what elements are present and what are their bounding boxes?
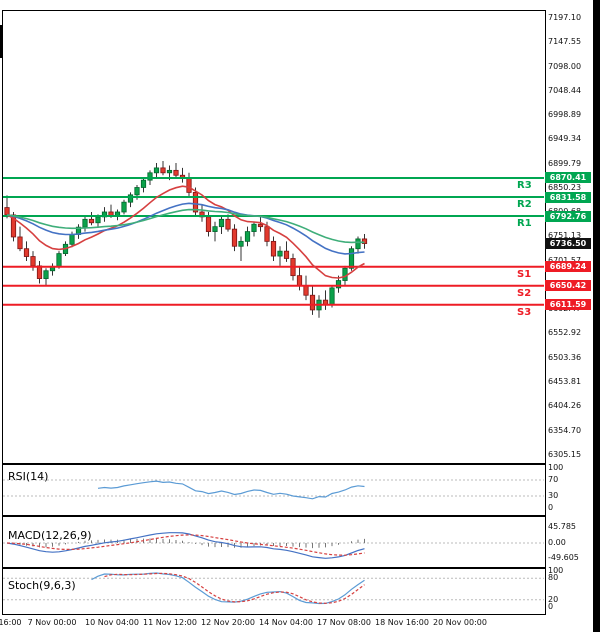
chart-frame xyxy=(2,10,546,615)
pivot-level-label: R2 xyxy=(517,199,532,210)
time-tick-label: 18 Nov 16:00 xyxy=(375,618,429,627)
pivot-level-label: R1 xyxy=(517,218,532,229)
pivot-level-label: R3 xyxy=(517,179,532,191)
macd-label: MACD(12,26,9) xyxy=(8,529,92,542)
price-tick: 6701.57 xyxy=(548,255,582,265)
stoch-scale-tick: 0 xyxy=(548,602,554,611)
price-tick: 6998.89 xyxy=(548,110,582,120)
rsi-scale-tick: 100 xyxy=(548,463,564,472)
price-tick: 7098.00 xyxy=(548,61,582,71)
panel-divider xyxy=(3,515,545,517)
stoch-scale-tick: 20 xyxy=(548,595,559,604)
price-tick: 6354.70 xyxy=(548,425,582,435)
last-price-badge: 6736.50 xyxy=(545,238,591,250)
resistance-price-badge: 6831.58 xyxy=(545,191,591,203)
time-axis[interactable]: 16:00 7 Nov 00:00 10 Nov 04:00 11 Nov 12:00… xyxy=(0,616,600,630)
candlestick-chart[interactable] xyxy=(3,11,544,463)
price-tick: 6949.34 xyxy=(548,134,582,144)
price-tick: 6850.23 xyxy=(548,182,582,192)
rsi-label: RSI(14) xyxy=(8,470,49,483)
support-price-badge: 6611.59 xyxy=(545,299,591,311)
macd-scale-tick: 45.785 xyxy=(548,522,576,531)
resistance-price-badge: 6870.41 xyxy=(545,172,591,184)
panel-divider xyxy=(3,463,545,465)
price-tick: 6899.79 xyxy=(548,158,582,168)
time-tick-label: 10 Nov 04:00 xyxy=(85,618,139,627)
rsi-scale-tick: 0 xyxy=(548,503,554,512)
pivot-level-label: S1 xyxy=(517,268,532,280)
stoch-scale-tick: 80 xyxy=(548,573,559,582)
price-axis[interactable]: 7197.10 7147.55 7098.00 7048.44 6998.89 6949.… xyxy=(545,0,597,632)
time-tick-label: 16:00 xyxy=(0,618,22,627)
time-tick-label: 14 Nov 04:00 xyxy=(259,618,313,627)
stoch-scale-tick: 100 xyxy=(548,566,564,575)
price-tick: 6305.15 xyxy=(548,449,582,459)
rsi-panel[interactable] xyxy=(3,465,544,515)
stoch-panel[interactable] xyxy=(3,569,544,614)
time-tick-label: 12 Nov 20:00 xyxy=(201,618,255,627)
right-edge-strip xyxy=(593,0,600,632)
time-tick-label: 11 Nov 12:00 xyxy=(143,618,197,627)
price-tick: 6503.36 xyxy=(548,352,582,362)
support-price-badge: 6650.42 xyxy=(545,280,591,292)
price-tick: 6404.26 xyxy=(548,401,582,411)
support-price-badge: 6689.24 xyxy=(545,261,591,273)
pivot-level-label: S2 xyxy=(517,287,532,299)
time-tick-label: 7 Nov 00:00 xyxy=(27,618,77,627)
macd-scale-tick: 0.00 xyxy=(548,538,566,547)
price-tick: 6751.13 xyxy=(548,231,582,241)
panel-divider xyxy=(3,567,545,569)
price-tick: 7197.10 xyxy=(548,13,582,22)
rsi-scale-tick: 70 xyxy=(548,475,559,484)
pivot-level-label: S3 xyxy=(517,306,532,318)
macd-panel[interactable] xyxy=(3,517,544,567)
price-tick: 7048.44 xyxy=(548,85,582,95)
price-tick: 6453.81 xyxy=(548,377,582,386)
price-tick: 7147.55 xyxy=(548,37,582,47)
resistance-price-badge: 6792.76 xyxy=(545,210,591,222)
price-tick: 6552.92 xyxy=(548,328,582,338)
time-tick-label: 20 Nov 00:00 xyxy=(433,618,487,627)
macd-scale-tick: -49.605 xyxy=(548,553,579,562)
time-tick-label: 17 Nov 08:00 xyxy=(317,618,371,627)
stoch-label: Stoch(9,6,3) xyxy=(8,579,76,592)
rsi-scale-tick: 30 xyxy=(548,491,559,500)
